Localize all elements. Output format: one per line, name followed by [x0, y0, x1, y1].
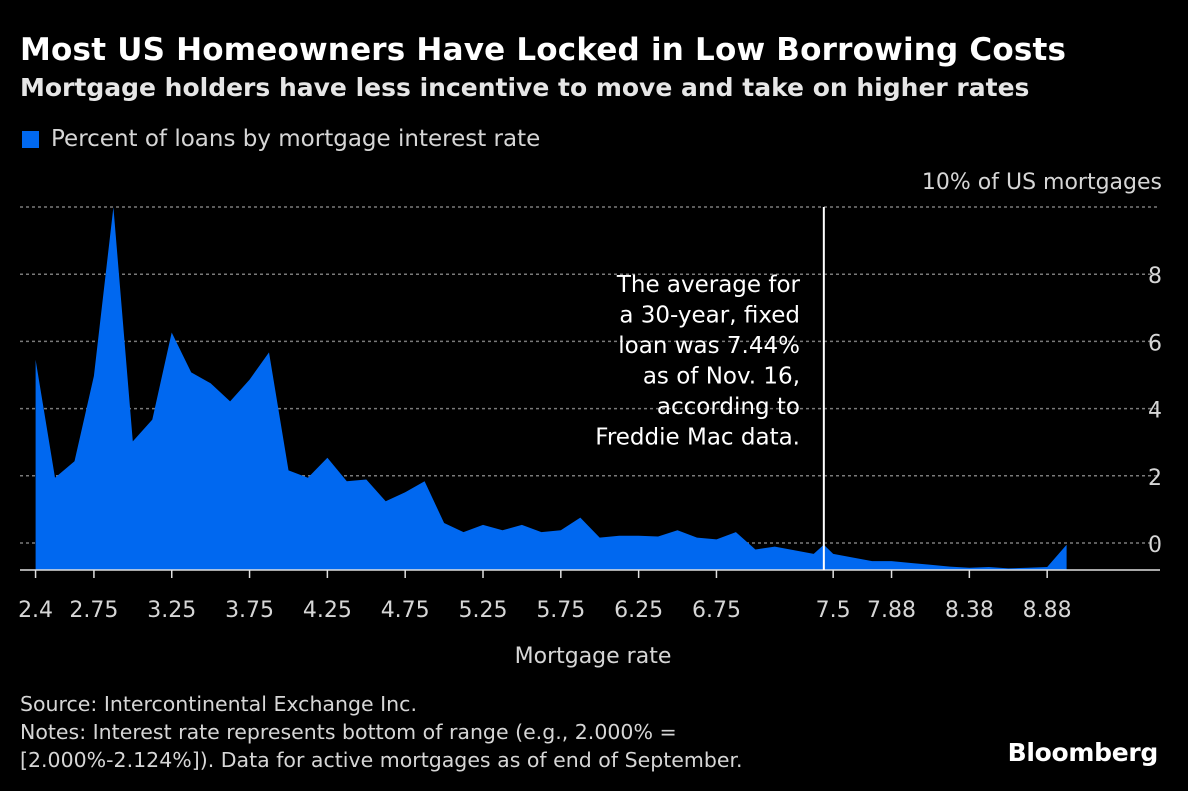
- source-text: Source: Intercontinental Exchange Inc.: [20, 692, 417, 716]
- x-tick-label: 6.25: [614, 598, 663, 623]
- y-tick-label: 6: [1148, 331, 1162, 356]
- annotation-line: The average for: [616, 272, 801, 298]
- y-tick-label: 0: [1148, 533, 1162, 558]
- x-axis-label: Mortgage rate: [515, 644, 672, 669]
- annotation-line: loan was 7.44%: [618, 333, 800, 359]
- y-axis-ticks: 0 2 4 6 8: [1148, 264, 1162, 558]
- chart-title: Most US Homeowners Have Locked in Low Bo…: [20, 32, 1067, 68]
- x-tick-label: 7.88: [867, 598, 916, 623]
- average-rate-annotation: The average for a 30-year, fixed loan was …: [595, 272, 800, 451]
- annotation-line: according to: [657, 394, 800, 420]
- notes-line-2: [2.000%-2.124%]). Data for active mortga…: [20, 748, 743, 772]
- chart-area: 10% of US mortgages 2.4 2.75 3.25 3.75 4.25 4…: [18, 170, 1162, 669]
- annotation-line: as of Nov. 16,: [643, 364, 800, 390]
- annotation-line: Freddie Mac data.: [595, 425, 800, 451]
- y-tick-label: 4: [1148, 399, 1162, 424]
- x-tick-label: 2.75: [69, 598, 118, 623]
- annotation-line: a 30-year, fixed: [619, 303, 800, 329]
- x-tick-label: 5.75: [536, 598, 585, 623]
- x-tick-label: 4.25: [303, 598, 352, 623]
- x-tick-label: 8.38: [945, 598, 994, 623]
- x-tick-label: 2.4: [18, 598, 53, 623]
- notes-line-1: Notes: Interest rate represents bottom o…: [20, 720, 677, 744]
- y-tick-label: 8: [1148, 264, 1162, 289]
- chart-subtitle: Mortgage holders have less incentive to …: [20, 73, 1030, 102]
- legend-swatch: [22, 130, 39, 148]
- x-tick-label: 7.5: [816, 598, 851, 623]
- x-tick-label: 6.75: [692, 598, 741, 623]
- x-tick-label: 5.25: [459, 598, 508, 623]
- x-tick-label: 4.75: [381, 598, 430, 623]
- footer-notes: Source: Intercontinental Exchange Inc. N…: [20, 690, 743, 774]
- area-series: [35, 207, 1067, 570]
- grid-lines: [20, 206, 1160, 544]
- bloomberg-logo: Bloomberg: [1007, 738, 1159, 767]
- x-axis-ticks: 2.4 2.75 3.25 3.75 4.25 4.75 5.25 5.75 6.25 6.75 7…: [18, 570, 1072, 623]
- legend: Percent of loans by mortgage interest ra…: [22, 126, 540, 152]
- y-tick-label: 2: [1148, 466, 1162, 491]
- y-axis-unit-label: 10% of US mortgages: [922, 170, 1162, 195]
- x-tick-label: 8.88: [1023, 598, 1072, 623]
- legend-label: Percent of loans by mortgage interest ra…: [51, 126, 541, 152]
- x-tick-label: 3.25: [147, 598, 196, 623]
- x-tick-label: 3.75: [225, 598, 274, 623]
